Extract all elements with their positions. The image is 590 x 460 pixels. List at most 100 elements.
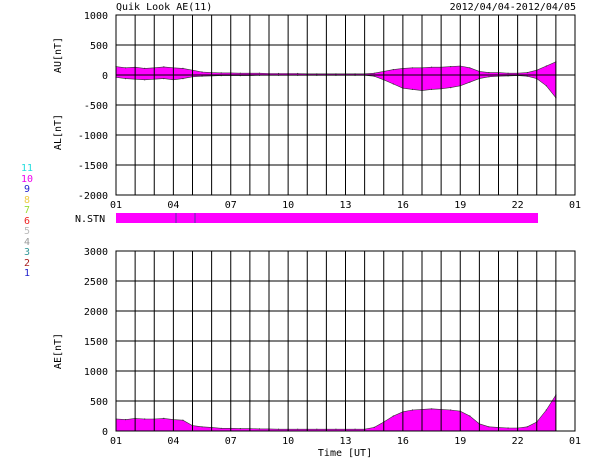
x-tick-label: 07	[225, 200, 237, 211]
y-tick-label: -1000	[78, 131, 108, 142]
y-tick-label: -2000	[78, 191, 108, 202]
data-point	[354, 73, 356, 75]
y-tick-label: 1000	[84, 11, 108, 22]
station-legend-item: 2	[23, 257, 31, 269]
data-point	[354, 428, 356, 430]
data-point	[545, 85, 547, 87]
station-legend-item: 11	[20, 163, 34, 174]
x-tick-label: 22	[512, 200, 524, 211]
data-point	[239, 428, 241, 430]
data-point	[450, 66, 452, 68]
x-axis-label: Time [UT]	[318, 448, 372, 459]
station-label: N.STN	[75, 214, 105, 225]
station-legend: 11 10 9 8 7 6 5 4 3 2 1	[20, 163, 34, 280]
data-point	[144, 79, 146, 81]
data-point	[182, 78, 184, 80]
data-point	[124, 67, 127, 69]
x-tick-label: 10	[282, 200, 294, 211]
data-point	[239, 72, 241, 74]
station-legend-item: 10	[20, 173, 34, 185]
date-range: 2012/04/04-2012/04/05	[450, 2, 576, 13]
data-point	[373, 75, 375, 77]
data-point	[297, 428, 299, 430]
station-legend-item: 7	[23, 205, 31, 216]
ae-axis-label: AE[nT]	[53, 333, 64, 369]
data-point	[469, 67, 471, 69]
data-point	[450, 409, 452, 411]
y-tick-label: 2500	[84, 277, 108, 288]
x-tick-label: 16	[397, 436, 409, 447]
au-al-panel: 1000 500 0 -500 -1000 -1500 -2000 01 04 07 10 13 16…	[53, 11, 581, 211]
data-point	[182, 67, 184, 69]
data-point	[392, 83, 394, 85]
data-point	[277, 72, 280, 75]
au-al-frame	[115, 14, 576, 196]
data-point	[316, 73, 318, 75]
data-point	[201, 71, 203, 73]
data-point	[124, 78, 127, 80]
y-tick-label: -1500	[78, 161, 108, 172]
x-tick-label: 01	[110, 200, 122, 211]
station-legend-item: 4	[23, 236, 31, 248]
data-point	[220, 72, 222, 74]
data-point	[392, 415, 394, 417]
data-point	[430, 408, 433, 410]
data-point	[163, 78, 165, 80]
data-point	[526, 426, 528, 428]
ae-panel: 3000 2500 2000 1500 1000 500 0 01 04 07 10 13 16 19 2…	[53, 247, 581, 447]
data-point	[411, 409, 414, 411]
data-point	[163, 417, 165, 419]
x-tick-label: 16	[397, 200, 409, 211]
data-point	[411, 88, 414, 90]
y-tick-label: 1500	[84, 337, 108, 348]
data-point	[545, 65, 547, 67]
data-point	[144, 67, 146, 69]
data-point	[373, 72, 375, 74]
data-point	[335, 428, 337, 430]
data-point	[392, 69, 394, 71]
station-legend-item: 1	[23, 268, 31, 279]
data-point	[316, 428, 318, 430]
x-tick-label: 01	[569, 436, 581, 447]
data-point	[297, 72, 299, 75]
data-point	[124, 419, 127, 421]
data-point	[201, 426, 203, 428]
station-count-bar: N.STN	[75, 213, 538, 225]
data-point	[335, 73, 337, 75]
data-point	[430, 66, 433, 68]
x-tick-label: 19	[454, 200, 466, 211]
station-legend-item: 3	[23, 247, 31, 258]
y-tick-label: 3000	[84, 247, 108, 258]
x-tick-label: 01	[569, 200, 581, 211]
data-point	[163, 66, 165, 68]
station-legend-item: 8	[23, 194, 31, 206]
x-tick-label: 04	[167, 436, 179, 447]
data-point	[258, 72, 261, 74]
data-point	[488, 72, 490, 74]
data-point	[507, 427, 509, 429]
station-legend-item: 5	[23, 226, 31, 237]
data-point	[469, 81, 471, 83]
data-point	[144, 418, 146, 420]
chart-title: Quik Look AE(11)	[116, 2, 212, 13]
au-axis-label: AU[nT]	[53, 37, 64, 73]
y-tick-label: 500	[90, 397, 108, 408]
data-point	[220, 427, 222, 429]
y-tick-label: 0	[102, 71, 108, 82]
station-legend-item: 6	[23, 215, 31, 227]
data-point	[201, 75, 203, 77]
series-area-1	[115, 74, 557, 99]
x-tick-label: 10	[282, 436, 294, 447]
station-bar-fill	[116, 213, 538, 223]
ae-frame	[115, 250, 576, 432]
y-tick-label: 2000	[84, 307, 108, 318]
x-tick-label: 04	[167, 200, 179, 211]
data-point	[411, 67, 414, 69]
x-tick-label: 13	[339, 200, 351, 211]
station-legend-item: 9	[23, 184, 31, 195]
data-point	[450, 87, 452, 89]
x-tick-label: 22	[512, 436, 524, 447]
data-point	[258, 428, 261, 430]
data-point	[507, 72, 509, 74]
